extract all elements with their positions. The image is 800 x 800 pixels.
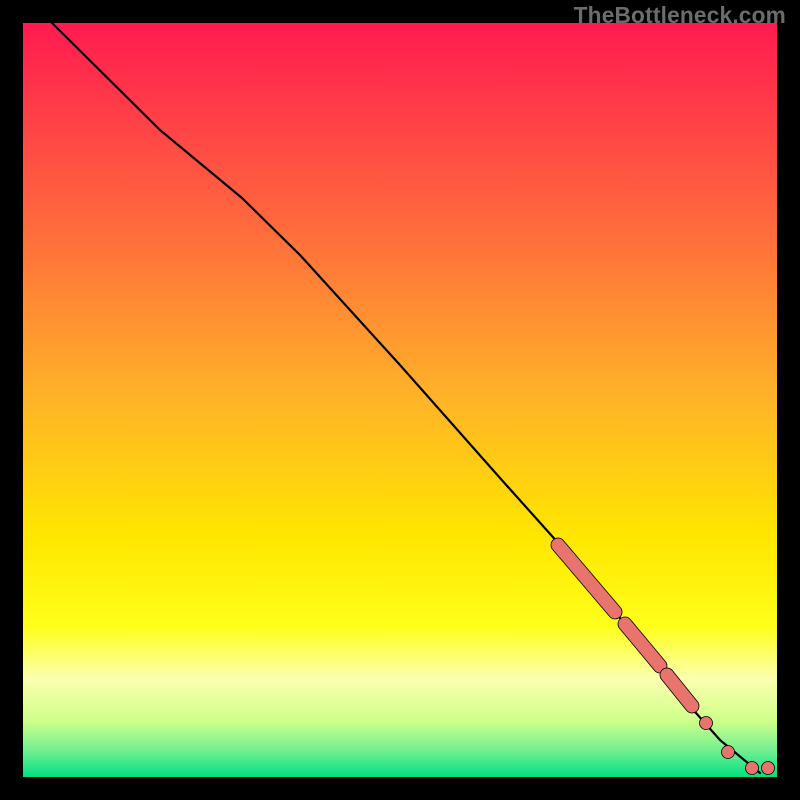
marker-dot <box>700 717 713 730</box>
marker-dot <box>746 762 759 775</box>
chart-root: TheBottleneck.com <box>0 0 800 800</box>
chart-svg <box>0 0 800 800</box>
marker-dot <box>722 746 735 759</box>
watermark-text: TheBottleneck.com <box>574 2 786 29</box>
marker-dot <box>762 762 775 775</box>
